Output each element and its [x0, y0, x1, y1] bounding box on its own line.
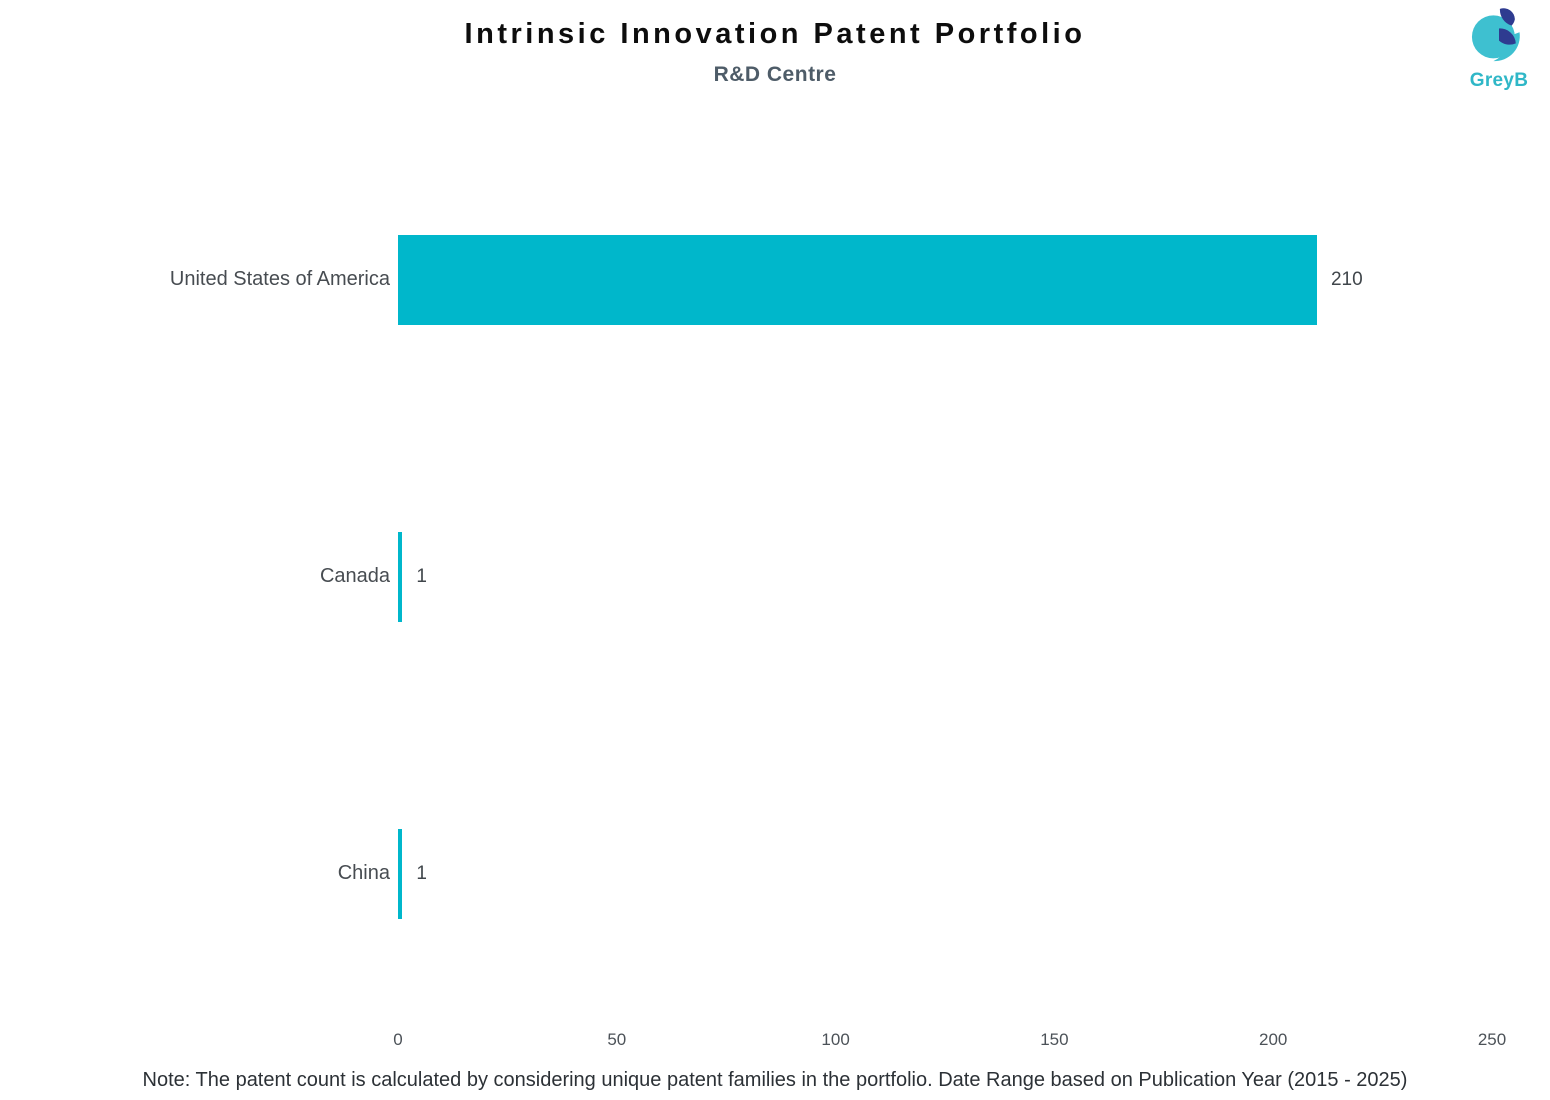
- chart-subtitle: R&D Centre: [713, 63, 837, 86]
- bar-row: China 1: [338, 725, 1492, 1022]
- category-label: Canada: [319, 565, 390, 587]
- category-label: China: [337, 862, 390, 884]
- x-tick-label: 250: [1477, 1030, 1507, 1049]
- bar: [398, 828, 403, 919]
- bar-row: United States of America 210: [170, 131, 1492, 428]
- x-axis: 0 50 100 150 200 250: [393, 1030, 1506, 1054]
- x-tick-label: 50: [607, 1030, 627, 1049]
- greyb-logo-text: GreyB: [1469, 70, 1529, 91]
- x-tick-label: 100: [821, 1030, 850, 1049]
- value-label: 210: [1330, 268, 1363, 290]
- bar: [398, 531, 403, 622]
- chart-header: Intrinsic Innovation Patent Portfolio R&…: [0, 0, 1550, 87]
- bar-row: Canada 1: [320, 428, 1492, 725]
- greyb-logo: GreyB: [1462, 7, 1536, 92]
- value-label: 1: [416, 565, 427, 587]
- plot-area: United States of America 210 Canada 1 China 1: [170, 131, 1492, 1022]
- bar: [398, 234, 1317, 325]
- chart-title: Intrinsic Innovation Patent Portfolio: [464, 18, 1086, 50]
- category-label: United States of America: [169, 268, 390, 290]
- value-label: 1: [416, 862, 427, 884]
- footnote: Note: The patent count is calculated by …: [142, 1069, 1408, 1091]
- x-tick-label: 200: [1259, 1030, 1288, 1049]
- greyb-logo-icon: [1470, 7, 1528, 68]
- x-tick-label: 0: [393, 1030, 403, 1049]
- x-tick-label: 150: [1040, 1030, 1069, 1049]
